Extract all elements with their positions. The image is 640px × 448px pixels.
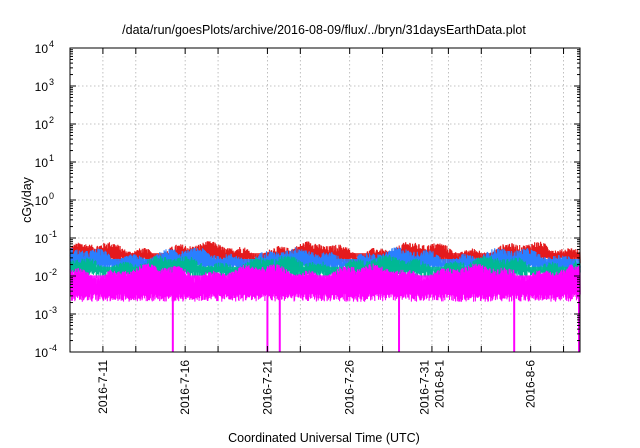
x-tick-label: 2016-7-26 xyxy=(343,360,357,415)
grid-lines xyxy=(70,48,580,352)
y-tick-label: 10 xyxy=(35,80,49,94)
y-axis-label: cGy/day xyxy=(20,176,34,223)
y-tick-label: 10 xyxy=(35,308,49,322)
y-tick-label: 10 xyxy=(35,270,49,284)
y-tick-label: 10 xyxy=(35,156,49,170)
series-layer xyxy=(69,241,581,352)
y-tick-exponent: 0 xyxy=(49,191,54,201)
x-tick-label: 2016-7-11 xyxy=(96,360,110,414)
x-tick-labels: 2016-7-11 2016-7-16 2016-7-21 2016-7-26 2016… xyxy=(96,360,538,415)
y-tick-label: 10 xyxy=(35,346,49,360)
y-tick-label: 10 xyxy=(35,42,49,56)
y-tick-label: 10 xyxy=(35,118,49,132)
y-tick-label: 10 xyxy=(35,232,49,246)
tick-marks xyxy=(70,47,580,353)
y-tick-exponent: 4 xyxy=(49,39,54,49)
x-tick-label: 2016-8-1 xyxy=(432,360,446,408)
y-tick-exponent: -1 xyxy=(49,229,57,239)
y-tick-exponent: 3 xyxy=(49,77,54,87)
chart-title: /data/run/goesPlots/archive/2016-08-09/f… xyxy=(122,23,526,37)
x-axis-label: Coordinated Universal Time (UTC) xyxy=(228,431,420,445)
x-tick-label: 2016-8-6 xyxy=(524,360,538,408)
y-tick-exponent: -4 xyxy=(49,343,57,353)
x-tick-label: 2016-7-21 xyxy=(260,360,274,415)
y-tick-exponent: -3 xyxy=(49,305,57,315)
x-tick-label: 2016-7-31 xyxy=(417,360,431,415)
series-band xyxy=(70,275,580,295)
y-tick-label: 10 xyxy=(35,194,49,208)
y-tick-exponent: 1 xyxy=(49,153,54,163)
y-tick-exponent: -2 xyxy=(49,267,57,277)
x-tick-label: 2016-7-16 xyxy=(178,360,192,415)
y-tick-exponent: 2 xyxy=(49,115,54,125)
